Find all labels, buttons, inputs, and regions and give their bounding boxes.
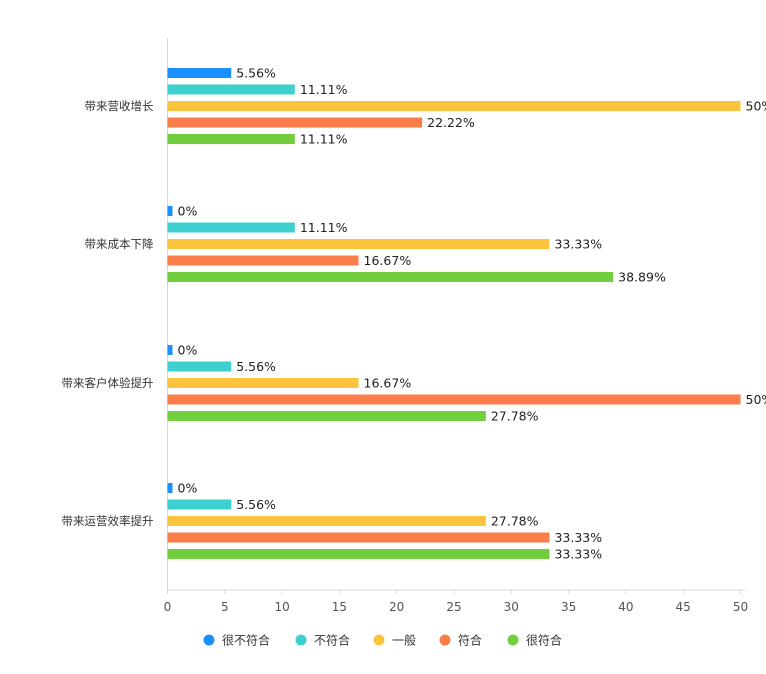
legend-marker [295,634,307,646]
legend-marker [507,634,519,646]
bar[interactable] [167,394,741,405]
data-label: 38.89% [618,270,666,285]
tick-label: 35 [561,600,576,614]
legend[interactable]: 很不符合 不符合 一般 符合 很符合 [203,633,563,648]
category-label: 带来客户体验提升 [62,376,154,390]
bar[interactable] [167,255,359,266]
legend-item[interactable]: 很不符合 [203,633,271,648]
data-label: 5.56% [236,66,276,81]
data-label: 27.78% [491,409,539,424]
legend-item[interactable]: 不符合 [295,633,351,648]
tick-label: 30 [504,600,519,614]
value-axis: 0510152025303540455055 [164,589,748,614]
tick-label: 50 [733,600,748,614]
data-label: 33.33% [554,547,602,562]
data-label: 0% [178,204,198,219]
data-labels: 5.56% 11.11% 50% 22.22% 11.11% 0% 11.11% 33.33%… [178,66,766,562]
data-label: 22.22% [427,115,475,130]
tick-label: 20 [389,600,404,614]
tick-label: 10 [274,600,289,614]
legend-label: 很不符合 [222,633,270,648]
data-label: 27.78% [491,514,539,529]
bar[interactable] [167,345,173,355]
legend-marker [203,634,215,646]
bar[interactable] [167,532,550,543]
bar[interactable] [167,378,359,388]
data-label: 5.56% [236,497,276,512]
bars [167,68,741,559]
data-label: 0% [178,343,198,358]
bar[interactable] [167,101,741,111]
data-label: 16.67% [364,253,412,268]
bar[interactable] [167,68,232,78]
data-label: 33.33% [554,530,602,545]
bar[interactable] [167,206,173,216]
category-label: 带来运营效率提升 [62,514,154,528]
bar[interactable] [167,516,486,526]
category-label: 带来成本下降 [85,237,154,251]
data-label: 50% [746,99,766,114]
legend-item[interactable]: 很符合 [507,633,563,648]
data-label: 5.56% [236,359,276,374]
data-label: 11.11% [300,132,348,147]
data-label: 11.11% [300,220,348,235]
bar[interactable] [167,222,295,233]
bar[interactable] [167,117,423,128]
bar[interactable] [167,499,232,510]
legend-marker [373,634,385,646]
tick-label: 15 [332,600,347,614]
bar[interactable] [167,411,486,421]
data-label: 0% [178,481,198,496]
data-label: 33.33% [554,237,602,252]
data-label: 16.67% [364,376,412,391]
tick-label: 45 [676,600,691,614]
legend-marker [439,634,451,646]
tick-label: 40 [618,600,633,614]
bar[interactable] [167,84,295,95]
legend-label: 一般 [392,633,416,648]
tick-label: 5 [221,600,229,614]
bar[interactable] [167,549,550,559]
legend-item[interactable]: 一般 [373,633,417,648]
category-label: 带来营收增长 [85,99,154,113]
bar[interactable] [167,483,173,493]
data-label: 50% [746,392,766,407]
tick-label: 25 [446,600,461,614]
legend-item[interactable]: 符合 [439,633,483,648]
data-label: 11.11% [300,82,348,97]
legend-label: 不符合 [314,633,350,648]
bar[interactable] [167,361,232,372]
bar[interactable] [167,239,550,249]
legend-label: 符合 [458,633,482,648]
bar[interactable] [167,134,295,144]
bar[interactable] [167,272,614,282]
legend-label: 很符合 [526,633,562,648]
tick-label: 0 [164,600,172,614]
